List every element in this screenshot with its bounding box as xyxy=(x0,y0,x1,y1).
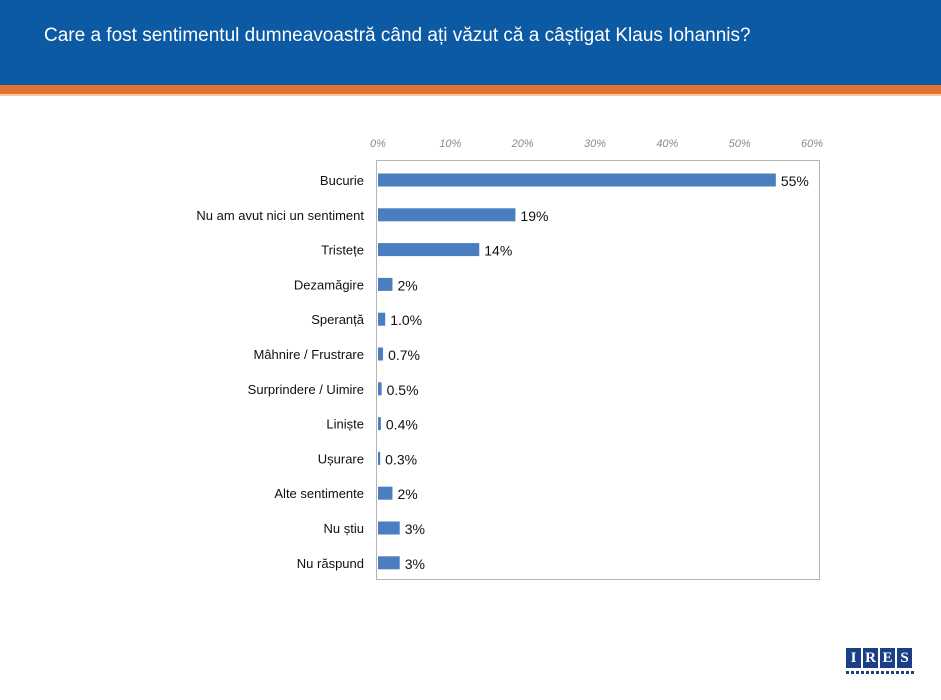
logo-letter: S xyxy=(897,648,912,668)
header-accent-line xyxy=(0,94,941,96)
data-label: 19% xyxy=(520,208,548,224)
data-label: 0.7% xyxy=(388,347,420,363)
data-labels: 55% 19% 14% 2% 1.0% 0.7% 0.5% 0.4% 0.3% 2% 3% 3% xyxy=(385,173,809,572)
plot-frame xyxy=(376,160,820,580)
tick-label: 20% xyxy=(511,138,534,150)
bar xyxy=(378,277,393,291)
logo-tagline xyxy=(846,671,914,674)
slide-header: Care a fost sentimentul dumneavoastră câ… xyxy=(0,0,941,85)
category-label: Nu răspund xyxy=(297,556,364,571)
data-label: 0.3% xyxy=(385,451,417,467)
logo-letter: R xyxy=(863,648,878,668)
data-label: 0.5% xyxy=(387,382,419,398)
data-label: 0.4% xyxy=(386,417,418,433)
category-label: Surprindere / Uimire xyxy=(248,382,364,397)
bar xyxy=(378,556,400,570)
axis-ticks: 0% 10% 20% 30% 40% 50% 60% xyxy=(370,138,823,150)
data-label: 3% xyxy=(405,556,425,572)
bar xyxy=(378,451,381,465)
category-label: Speranță xyxy=(311,312,365,327)
tick-label: 50% xyxy=(729,138,751,150)
tick-label: 40% xyxy=(656,138,678,150)
category-label: Nu știu xyxy=(324,521,364,536)
category-label: Tristețe xyxy=(321,243,364,258)
category-labels: Bucurie Nu am avut nici un sentiment Trist… xyxy=(196,173,364,571)
category-label: Ușurare xyxy=(318,451,364,466)
logo-letter: E xyxy=(880,648,895,668)
category-label: Liniște xyxy=(326,417,364,432)
data-label: 14% xyxy=(484,243,512,259)
tick-label: 30% xyxy=(584,138,606,150)
header-accent-stripe xyxy=(0,85,941,94)
bars xyxy=(378,173,776,570)
logo-letter: I xyxy=(846,648,861,668)
tick-label: 60% xyxy=(801,138,823,150)
bar xyxy=(378,521,400,535)
bar xyxy=(378,417,381,431)
data-label: 3% xyxy=(405,521,425,537)
category-label: Bucurie xyxy=(320,173,364,188)
bar xyxy=(378,486,393,500)
data-label: 2% xyxy=(397,486,417,502)
category-label: Alte sentimente xyxy=(274,486,364,501)
logo-letters: I R E S xyxy=(846,648,916,668)
category-label: Dezamăgire xyxy=(294,277,364,292)
bar xyxy=(378,347,384,361)
tick-label: 10% xyxy=(439,138,461,150)
bar xyxy=(378,243,480,257)
data-label: 2% xyxy=(397,277,417,293)
slide-title: Care a fost sentimentul dumneavoastră câ… xyxy=(44,25,751,46)
bar xyxy=(378,312,386,326)
bar xyxy=(378,173,776,187)
data-label: 55% xyxy=(781,173,809,189)
tick-label: 0% xyxy=(370,138,386,150)
bar xyxy=(378,208,516,222)
ires-logo: I R E S xyxy=(846,648,916,688)
category-label: Nu am avut nici un sentiment xyxy=(196,208,364,223)
bar xyxy=(378,382,382,396)
data-label: 1.0% xyxy=(390,312,422,328)
category-label: Mâhnire / Frustrare xyxy=(253,347,364,362)
